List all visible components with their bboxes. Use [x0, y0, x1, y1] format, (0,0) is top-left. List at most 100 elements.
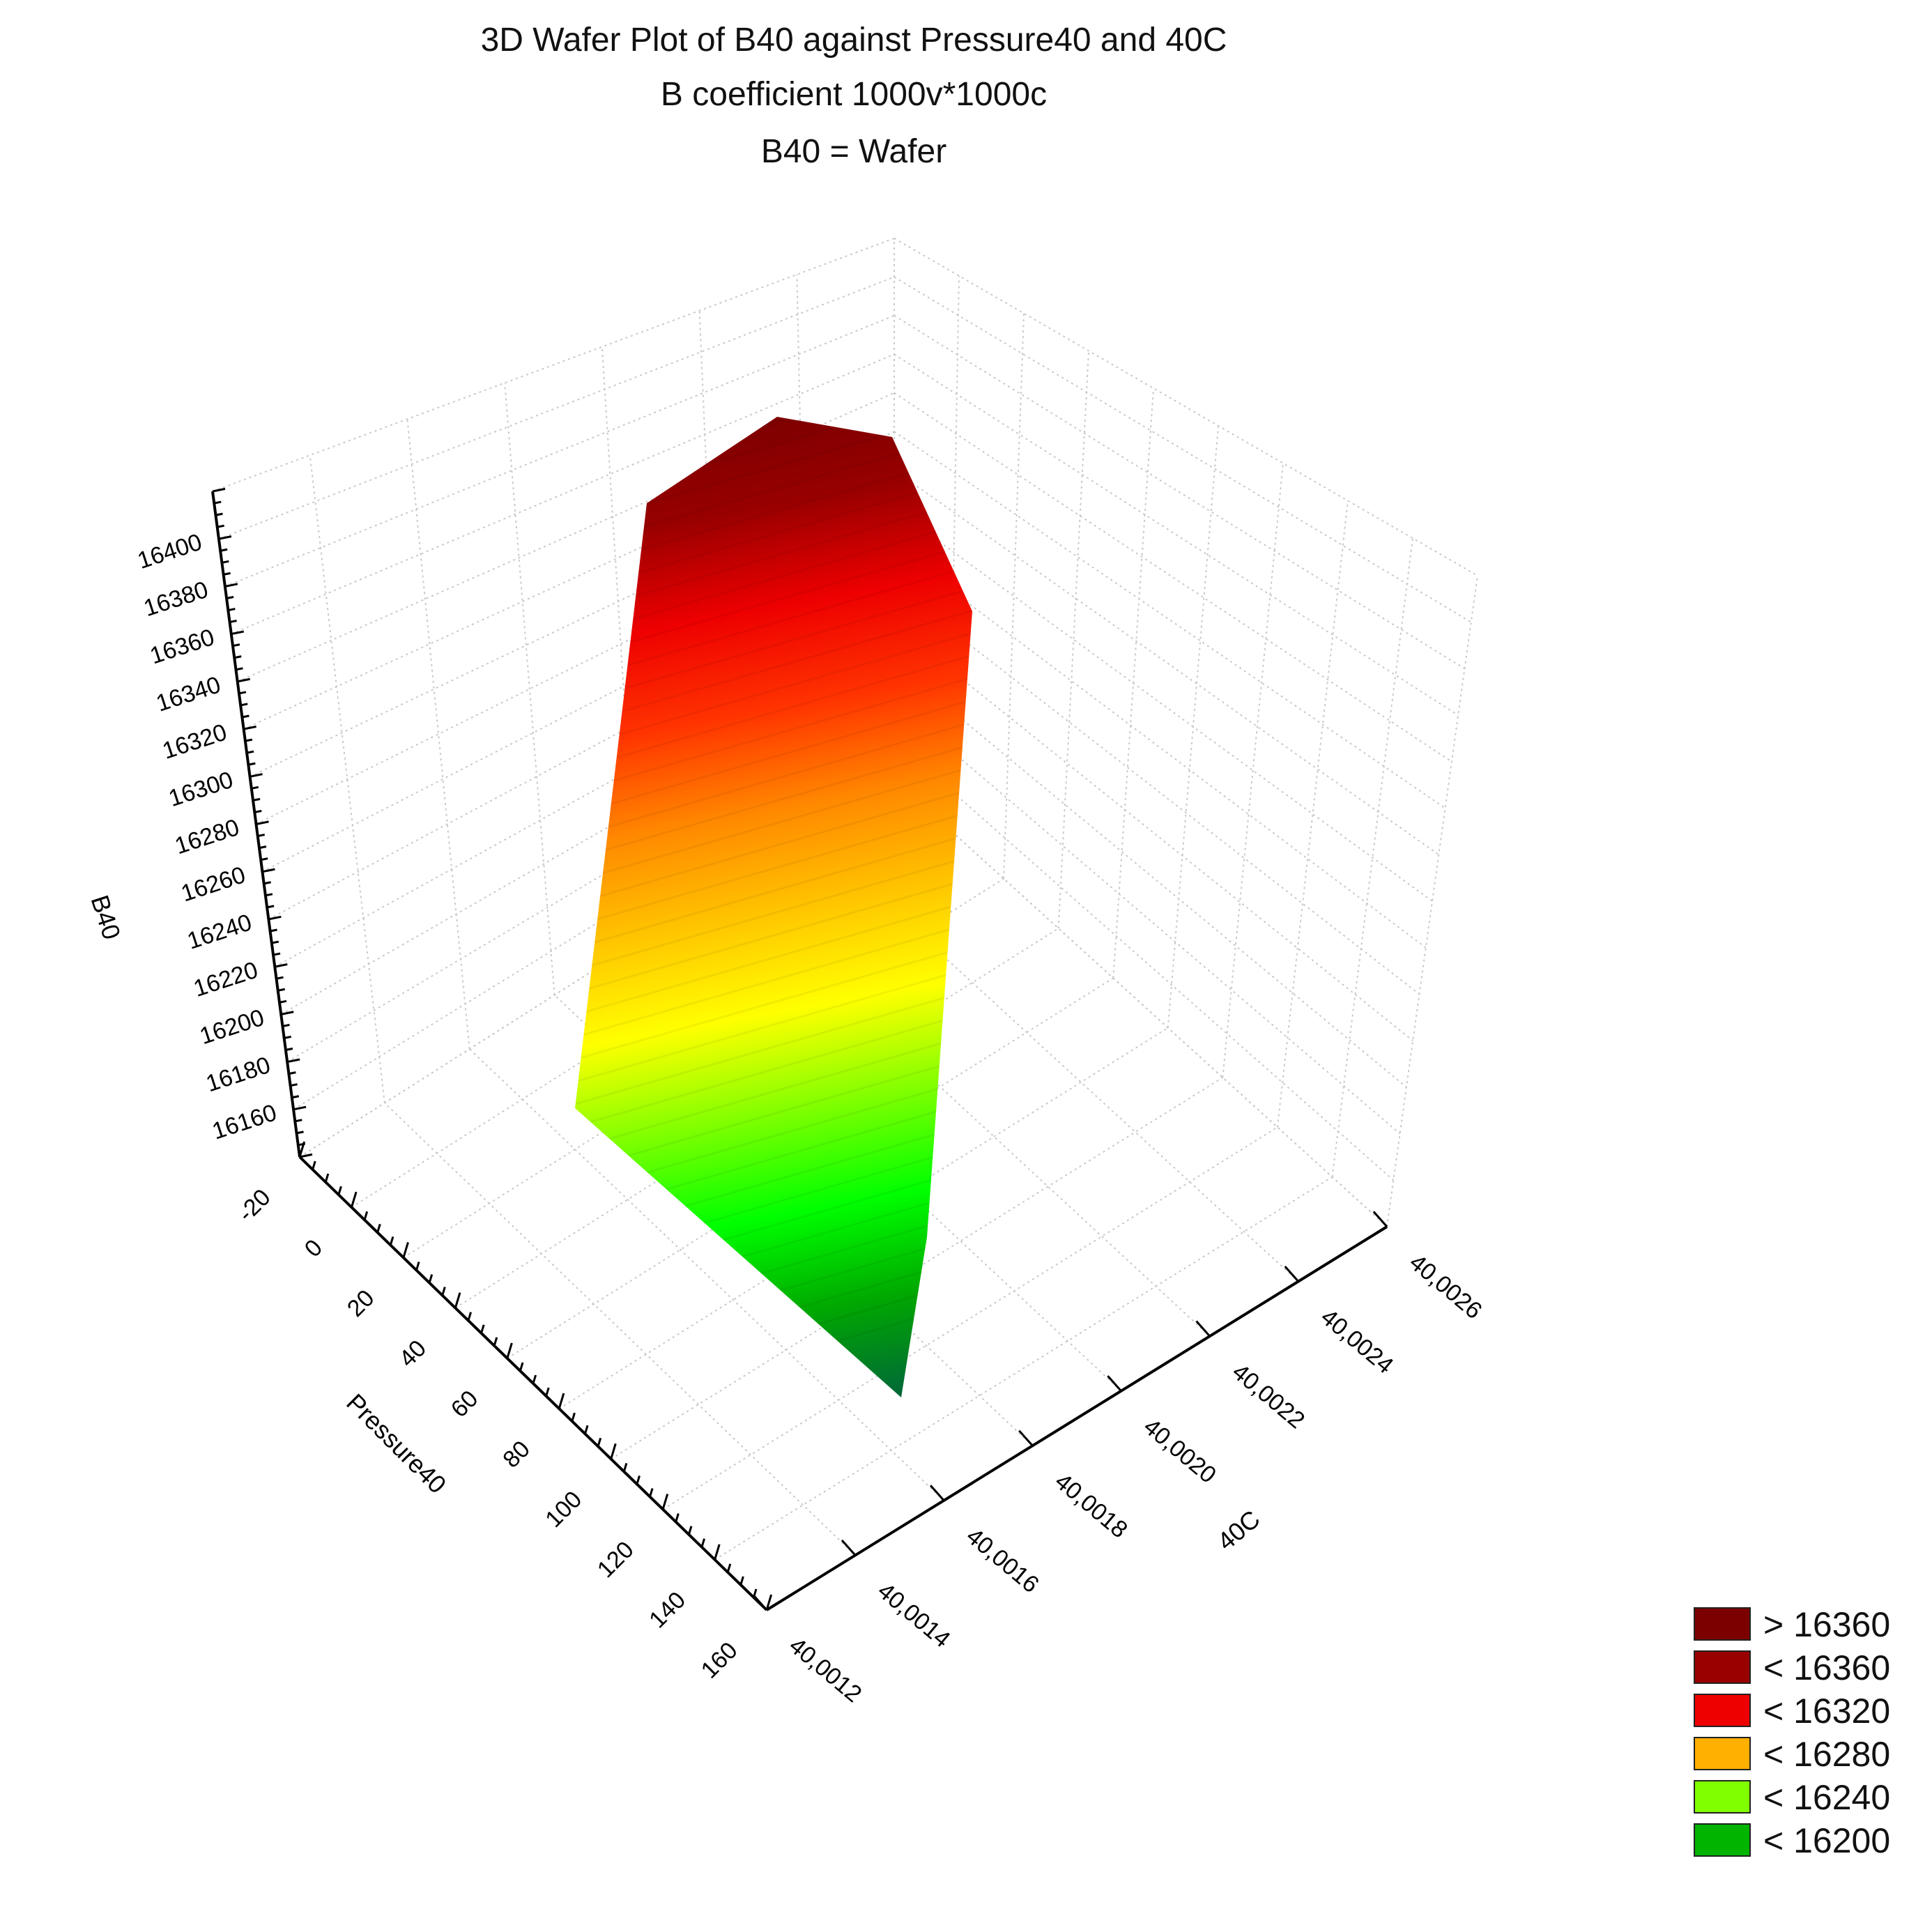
x-tick — [610, 1443, 617, 1459]
x-axis-label: Pressure40 — [341, 1388, 452, 1499]
wall-grid-line — [1386, 575, 1478, 1227]
wall-grid-line — [1167, 425, 1219, 1028]
z-tick — [220, 548, 228, 552]
wall-grid-line — [894, 701, 1401, 1135]
z-tick-label: 16340 — [153, 671, 224, 716]
x-tick — [428, 1274, 434, 1283]
wall-grid-line — [894, 276, 1472, 623]
z-tick — [266, 905, 275, 909]
z-tick — [229, 620, 237, 624]
x-tick — [687, 1526, 693, 1535]
chart-subtitle: B coefficient 1000v*1000c — [660, 76, 1048, 113]
wall-grid-line — [894, 353, 1459, 716]
legend-item: > 16360 — [1694, 1603, 1924, 1646]
legend-swatch — [1694, 1607, 1751, 1641]
x-tick — [571, 1412, 576, 1422]
y-tick — [752, 1594, 768, 1611]
z-tick — [238, 691, 247, 695]
legend-swatch — [1694, 1694, 1751, 1727]
z-tick — [280, 1011, 294, 1015]
z-tick — [213, 500, 222, 505]
x-tick — [700, 1538, 705, 1548]
z-tick — [243, 726, 256, 730]
legend-swatch — [1694, 1823, 1751, 1857]
z-tick — [284, 1035, 291, 1039]
legend-label: < 16200 — [1763, 1821, 1891, 1860]
x-tick — [545, 1387, 550, 1397]
x-tick-label: 120 — [592, 1536, 639, 1583]
x-tick-label: 80 — [498, 1436, 535, 1473]
z-tick — [252, 797, 261, 802]
x-tick — [622, 1462, 628, 1472]
z-tick — [248, 762, 256, 766]
z-tick — [265, 893, 273, 897]
z-tick — [215, 512, 223, 516]
z-tick — [286, 1058, 300, 1064]
wall-grid-line — [256, 508, 895, 825]
z-tick — [242, 714, 250, 719]
x-tick — [351, 1191, 358, 1208]
wall-grid-line — [280, 662, 895, 1015]
legend-label: < 16280 — [1763, 1735, 1891, 1774]
wafer-surface — [575, 417, 972, 1397]
x-tick — [714, 1544, 721, 1561]
z-tick — [228, 608, 236, 612]
floor-grid-line — [662, 1126, 1278, 1510]
z-tick-label: 16400 — [135, 529, 206, 574]
z-tick-label: 16200 — [197, 1004, 268, 1050]
wall-grid-line — [894, 585, 1420, 995]
wall-grid-line — [1003, 313, 1025, 879]
x-tick — [649, 1488, 654, 1497]
z-tick — [295, 1119, 302, 1123]
contour-band — [575, 1280, 972, 1397]
wall-grid-line — [286, 701, 895, 1063]
y-tick-label: 40,0020 — [1138, 1413, 1221, 1489]
legend-item: < 16200 — [1694, 1819, 1924, 1862]
x-tick — [441, 1287, 446, 1296]
y-tick — [1107, 1375, 1122, 1392]
y-tick — [929, 1485, 945, 1501]
x-tick — [324, 1173, 330, 1183]
wall-grid-line — [894, 392, 1452, 762]
z-tick — [273, 952, 281, 956]
z-tick-label: 16300 — [165, 767, 236, 812]
x-tick — [312, 1160, 316, 1170]
z-tick — [232, 643, 240, 647]
wall-grid-line — [212, 238, 895, 492]
y-tick — [1195, 1320, 1211, 1337]
x-tick — [532, 1374, 537, 1384]
y-tick-label: 40,0022 — [1227, 1358, 1310, 1434]
z-axis-label: B40 — [85, 891, 126, 943]
z-tick — [237, 677, 251, 683]
wall-grid-line — [894, 508, 1433, 902]
y-tick-label: 40,0014 — [873, 1577, 956, 1653]
z-tick — [277, 988, 286, 992]
x-tick — [376, 1223, 381, 1233]
wall-grid-line — [243, 431, 895, 730]
wall-grid-line — [894, 662, 1407, 1088]
z-tick — [233, 655, 242, 659]
x-tick — [661, 1494, 669, 1510]
legend-item: < 16280 — [1694, 1733, 1924, 1776]
legend-item: < 16320 — [1694, 1689, 1924, 1733]
legend-label: < 16320 — [1763, 1692, 1891, 1731]
z-tick — [254, 809, 262, 813]
x-tick-label: 100 — [540, 1486, 587, 1533]
wall-grid-line — [406, 419, 470, 1050]
wall-grid-line — [1222, 463, 1284, 1078]
z-tick — [212, 487, 226, 493]
y-tick-label: 40,0026 — [1404, 1249, 1487, 1324]
x-tick — [402, 1242, 409, 1258]
z-tick — [296, 1130, 304, 1135]
x-tick-label: 140 — [644, 1587, 691, 1634]
wall-grid-line — [1331, 538, 1413, 1177]
x-tick-label: 60 — [446, 1386, 484, 1423]
legend-swatch — [1694, 1737, 1751, 1770]
z-tick — [289, 1071, 296, 1075]
z-tick — [223, 572, 231, 576]
wall-grid-line — [274, 624, 895, 968]
x-tick — [726, 1563, 732, 1573]
wall-grid-line — [894, 546, 1427, 949]
x-tick-label: -20 — [233, 1184, 276, 1227]
